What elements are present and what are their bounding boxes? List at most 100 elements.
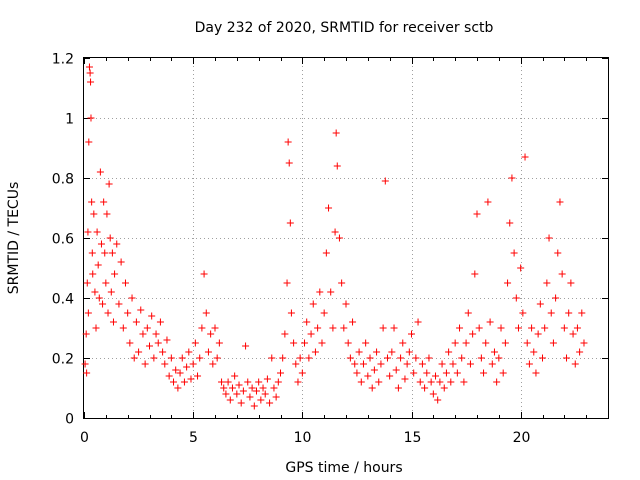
data-point (183, 363, 191, 371)
data-point (425, 354, 433, 362)
data-point (536, 300, 544, 308)
data-point (318, 339, 326, 347)
data-point (547, 309, 555, 317)
data-point (301, 339, 309, 347)
data-point (83, 279, 91, 287)
data-point (224, 378, 232, 386)
data-point (198, 324, 206, 332)
data-point (152, 330, 160, 338)
data-point (486, 318, 494, 326)
data-point (92, 324, 100, 332)
data-point (272, 393, 280, 401)
data-point (539, 354, 546, 362)
data-point (490, 348, 498, 356)
data-point (460, 378, 468, 386)
data-point (220, 384, 228, 392)
data-point (504, 279, 512, 287)
data-point (204, 348, 212, 356)
x-tick-label: 5 (189, 430, 198, 446)
data-point (327, 288, 335, 296)
data-point (172, 366, 180, 374)
data-point (314, 324, 322, 332)
data-point (576, 348, 584, 356)
data-point (279, 354, 287, 362)
data-point (521, 153, 529, 161)
y-tick-label: 0.8 (52, 172, 74, 188)
x-axis-label: GPS time / hours (285, 460, 402, 476)
data-point (85, 138, 93, 146)
data-point (176, 369, 184, 377)
data-point (87, 78, 95, 86)
data-point (464, 309, 472, 317)
data-point (141, 360, 149, 368)
data-point (284, 138, 292, 146)
data-point (403, 360, 411, 368)
data-point (126, 339, 134, 347)
data-point (119, 324, 127, 332)
data-point (338, 279, 346, 287)
data-point (86, 69, 94, 77)
data-point (154, 339, 162, 347)
data-point (320, 309, 328, 317)
data-point (218, 378, 226, 386)
data-point (307, 330, 315, 338)
data-point (83, 369, 91, 377)
data-point (115, 300, 123, 308)
data-point (493, 378, 501, 386)
data-point (94, 261, 102, 269)
data-point (84, 309, 92, 317)
data-point (82, 330, 90, 338)
axis-ticks: 0 0.2 0.4 0.6 0.8 1 1.2 0 5 10 15 20 (52, 52, 608, 446)
data-point (106, 234, 114, 242)
data-point (510, 249, 518, 257)
data-point (462, 339, 470, 347)
data-point (569, 330, 577, 338)
data-point (100, 198, 108, 206)
data-point (421, 384, 429, 392)
data-point (355, 348, 363, 356)
data-point (248, 384, 256, 392)
data-point (266, 399, 274, 407)
data-point (107, 288, 115, 296)
y-tick-label: 1.2 (52, 52, 74, 68)
data-point (552, 294, 560, 302)
data-point (202, 309, 210, 317)
data-point (375, 378, 383, 386)
data-point (386, 372, 394, 380)
data-point (342, 300, 350, 308)
data-point (246, 393, 254, 401)
plot-frame (83, 57, 609, 419)
data-point (159, 348, 167, 356)
data-point (286, 219, 294, 227)
data-point (571, 360, 579, 368)
data-point (101, 249, 109, 257)
data-point (150, 354, 158, 362)
data-point (364, 372, 372, 380)
data-point (471, 270, 479, 278)
data-point (207, 330, 215, 338)
data-point (209, 360, 217, 368)
y-tick-label: 0 (65, 412, 74, 428)
y-tick-label: 0.2 (52, 352, 74, 368)
data-point (412, 354, 420, 362)
data-point (495, 354, 503, 362)
data-point (255, 378, 263, 386)
data-point (283, 279, 291, 287)
data-point (178, 354, 186, 362)
data-point (442, 369, 450, 377)
data-point (81, 360, 89, 368)
data-point (436, 378, 444, 386)
data-point (103, 210, 111, 218)
data-point (102, 279, 110, 287)
data-point (401, 375, 409, 383)
data-point (580, 339, 588, 347)
data-point (514, 324, 522, 332)
data-point (132, 318, 140, 326)
data-point (95, 294, 103, 302)
data-point (88, 198, 96, 206)
data-point (530, 348, 538, 356)
data-point (196, 354, 204, 362)
data-point (578, 309, 586, 317)
y-axis-label: SRMTID / TECUs (6, 182, 22, 295)
